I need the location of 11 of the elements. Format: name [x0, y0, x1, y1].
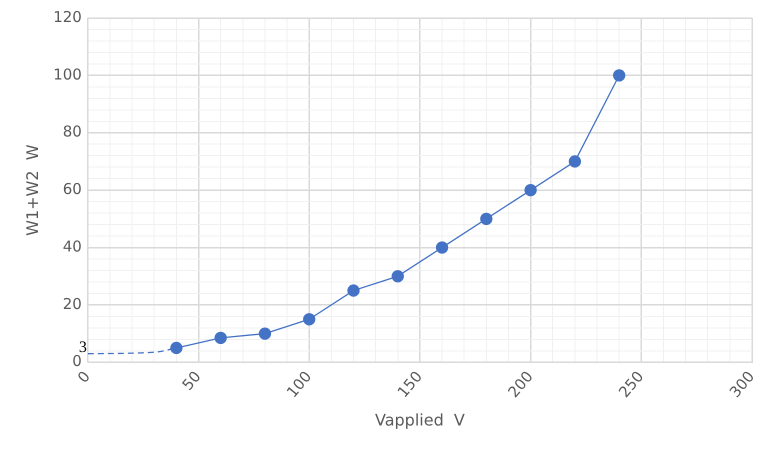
y-tick-label: 100 — [53, 65, 82, 84]
y-tick-label: 80 — [62, 122, 82, 141]
y-tick-label: 60 — [62, 180, 82, 198]
x-tick-label: 150 — [394, 368, 426, 402]
x-tick-label: 50 — [178, 368, 205, 394]
y-tick-label: 20 — [62, 294, 82, 313]
y-tick-label: 40 — [62, 237, 82, 256]
x-axis-title: Vapplied V — [375, 410, 465, 430]
y-tick-label: 120 — [53, 8, 82, 26]
y-axis-title: W1+W2 W — [22, 144, 42, 236]
x-tick-label: 100 — [283, 368, 316, 402]
